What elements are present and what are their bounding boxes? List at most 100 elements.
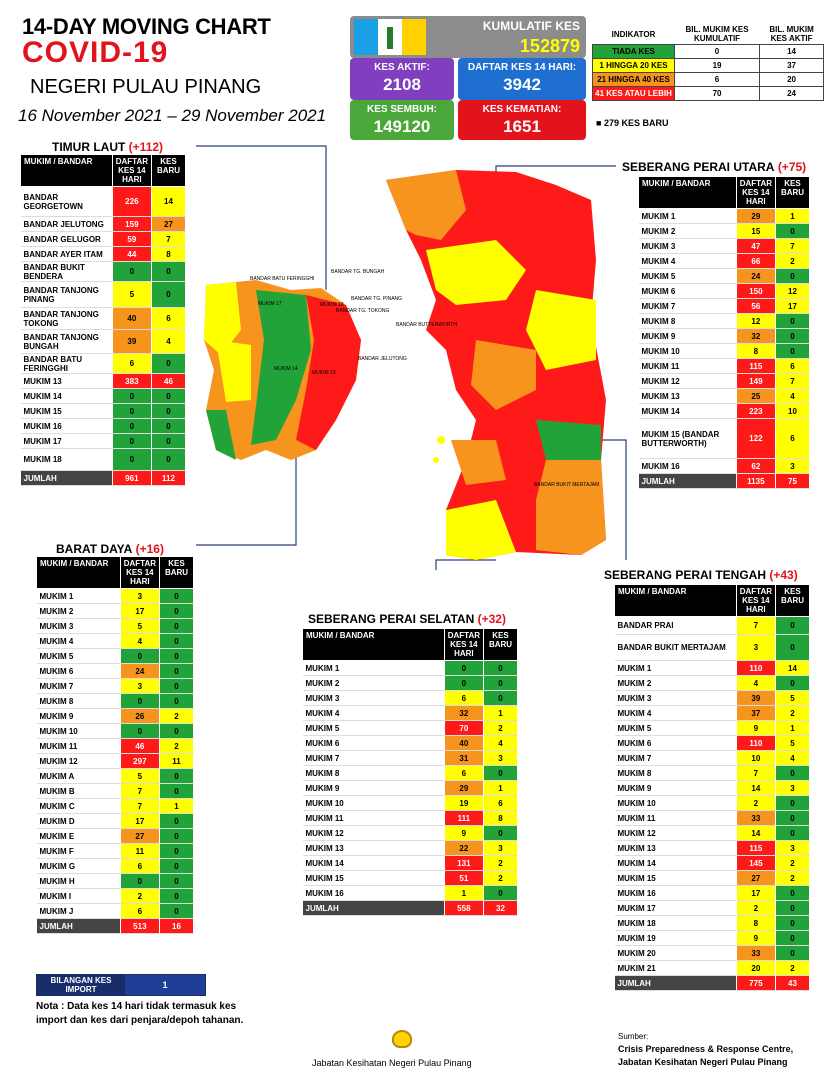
table-header: KES BARU <box>151 154 186 187</box>
row-label: MUKIM 11 <box>614 810 737 826</box>
row-daftar: 110 <box>735 660 777 676</box>
row-label: MUKIM H <box>36 873 121 889</box>
row-baru: 2 <box>159 708 194 724</box>
row-label: MUKIM 10 <box>302 795 445 811</box>
import-value: 1 <box>125 975 205 995</box>
map-label: MUKIM 18 <box>320 302 344 308</box>
row-daftar: 17 <box>119 603 161 619</box>
section-count: (+75) <box>777 160 807 174</box>
row-daftar: 17 <box>119 813 161 829</box>
row-daftar: 0 <box>119 693 161 709</box>
stat-daftar: DAFTAR KES 14 HARI: 3942 <box>458 58 586 100</box>
row-daftar: 6 <box>443 765 485 781</box>
row-baru: 0 <box>159 603 194 619</box>
table-row: BANDAR BATU FERINGGHI 6 0 <box>20 353 186 374</box>
row-daftar: 6 <box>443 690 485 706</box>
row-daftar: 44 <box>111 246 153 262</box>
table-header: MUKIM / BANDAR <box>638 176 737 209</box>
row-label: BANDAR TANJONG TOKONG <box>20 307 113 330</box>
row-label: MUKIM B <box>36 783 121 799</box>
row-label: MUKIM 12 <box>302 825 445 841</box>
row-baru: 0 <box>483 765 518 781</box>
row-baru: 0 <box>483 660 518 676</box>
table-row: MUKIM 4 37 2 <box>614 705 810 721</box>
table-row: MUKIM 5 24 0 <box>638 268 810 284</box>
new-cases-note: ■ 279 KES BARU <box>596 118 669 128</box>
table-row: MUKIM 7 56 17 <box>638 298 810 314</box>
row-baru: 0 <box>775 616 810 635</box>
row-daftar: 5 <box>119 618 161 634</box>
row-baru: 1 <box>159 798 194 814</box>
island-north-west <box>204 282 241 355</box>
row-daftar: 297 <box>119 753 161 769</box>
row-daftar: 111 <box>443 810 485 826</box>
table-row: MUKIM 17 0 0 <box>20 433 186 449</box>
table-row: MUKIM 14 145 2 <box>614 855 810 871</box>
row-baru: 0 <box>775 915 810 931</box>
chart-title: 14-DAY MOVING CHART <box>22 14 271 39</box>
section-count: (+32) <box>477 612 506 626</box>
table-row: MUKIM F 11 0 <box>36 843 194 859</box>
table-row: MUKIM 1 29 1 <box>638 208 810 224</box>
row-baru: 4 <box>151 329 186 354</box>
table-row: MUKIM 2 15 0 <box>638 223 810 239</box>
row-label: MUKIM 8 <box>638 313 737 329</box>
indicator-label: 1 HINGGA 20 KES <box>592 58 675 73</box>
row-baru: 0 <box>159 768 194 784</box>
row-baru: 0 <box>775 765 810 781</box>
row-label: MUKIM 12 <box>36 753 121 769</box>
total-row: JUMLAH 961 112 <box>20 470 186 486</box>
table-row: MUKIM 6 150 12 <box>638 283 810 299</box>
row-baru: 0 <box>775 343 810 359</box>
table-row: MUKIM 18 0 0 <box>20 448 186 471</box>
spt-title: SEBERANG PERAI TENGAH (+43) <box>604 568 798 582</box>
table-row: MUKIM 12 297 11 <box>36 753 194 769</box>
table-row: BANDAR TANJONG PINANG 5 0 <box>20 281 186 308</box>
row-baru: 2 <box>483 720 518 736</box>
row-baru: 0 <box>775 825 810 841</box>
row-label: MUKIM 14 <box>638 403 737 419</box>
table-row: MUKIM 15 0 0 <box>20 403 186 419</box>
new-cases-text: 279 KES BARU <box>603 118 669 128</box>
row-baru: 3 <box>775 458 810 474</box>
table-row: MUKIM 7 10 4 <box>614 750 810 766</box>
row-label: MUKIM D <box>36 813 121 829</box>
row-label: MUKIM 15 <box>614 870 737 886</box>
total-label: JUMLAH <box>20 470 113 486</box>
row-baru: 10 <box>775 403 810 419</box>
row-label: MUKIM 9 <box>614 780 737 796</box>
row-label: BANDAR BUKIT MERTAJAM <box>614 634 737 661</box>
row-label: MUKIM 3 <box>614 690 737 706</box>
row-label: MUKIM 5 <box>36 648 121 664</box>
table-row: BANDAR PRAI 7 0 <box>614 616 810 635</box>
map-label: BANDAR TG. BUNGAH <box>331 269 385 275</box>
row-daftar: 3 <box>735 634 777 661</box>
row-daftar: 0 <box>111 403 153 419</box>
row-label: MUKIM 14 <box>20 388 113 404</box>
stat-aktif-value: 2108 <box>383 75 421 94</box>
table-row: BANDAR TANJONG BUNGAH 39 4 <box>20 329 186 354</box>
row-baru: 0 <box>775 945 810 961</box>
row-label: MUKIM 21 <box>614 960 737 976</box>
indicator-row: TIADA KES 0 14 <box>592 44 824 59</box>
row-daftar: 25 <box>735 388 777 404</box>
footer-dept: Jabatan Kesihatan Negeri Pulau Pinang <box>312 1058 472 1068</box>
barat-daya-table: MUKIM / BANDAR DAFTAR KES 14 HARI KES BARU… <box>36 556 194 934</box>
stat-aktif-label: KES AKTIF: <box>374 62 430 73</box>
row-label: BANDAR PRAI <box>614 616 737 635</box>
row-daftar: 115 <box>735 358 777 374</box>
indicator-aktif: 37 <box>759 58 824 73</box>
row-label: MUKIM 9 <box>638 328 737 344</box>
row-baru: 3 <box>775 780 810 796</box>
row-baru: 1 <box>775 208 810 224</box>
row-label: MUKIM 2 <box>614 675 737 691</box>
section-count: (+43) <box>769 568 798 582</box>
row-daftar: 3 <box>119 678 161 694</box>
row-baru: 11 <box>159 753 194 769</box>
indicator-header: BIL. MUKIM KES KUMULATIF <box>685 25 749 43</box>
